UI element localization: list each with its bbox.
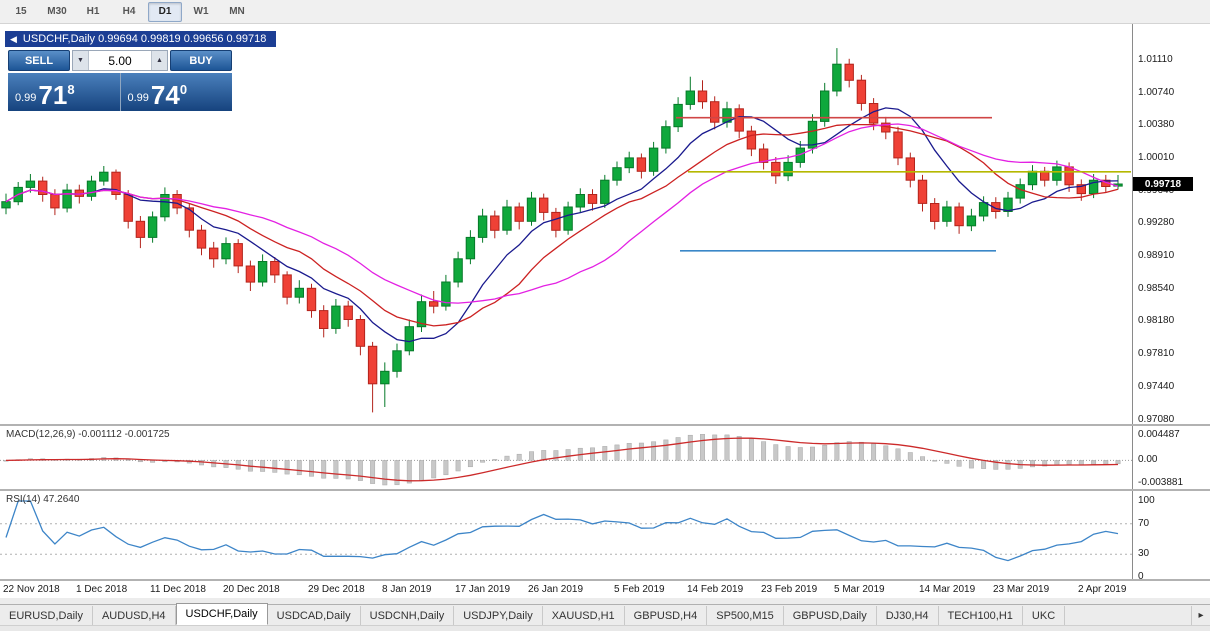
- rsi-indicator-pane[interactable]: [0, 491, 1132, 579]
- sell-price-prefix: 0.99: [15, 92, 37, 104]
- date-axis-label: 23 Mar 2019: [993, 584, 1050, 595]
- rsi-label: RSI(14) 47.2640: [6, 494, 80, 505]
- price-axis: 0.99718 1.01110 1.00740 1.00380 1.00010 0.99…: [1132, 24, 1210, 598]
- chart-tab-audusd-h4[interactable]: AUDUSD,H4: [93, 606, 176, 625]
- current-price-tag: 0.99718: [1133, 177, 1193, 191]
- sell-price-point: 8: [67, 82, 75, 97]
- collapse-panel-icon[interactable]: ◀: [10, 34, 17, 44]
- chart-tab-usdchf-daily[interactable]: USDCHF,Daily: [175, 603, 268, 625]
- date-axis-label: 26 Jan 2019: [528, 584, 584, 595]
- axis-divider: [0, 579, 1210, 581]
- chart-tab-usdcad-daily[interactable]: USDCAD,Daily: [268, 606, 361, 625]
- price-axis-label: 1.01110: [1138, 54, 1173, 65]
- one-click-trading-panel: SELL ▼ 5.00 ▲ BUY 0.99 71 8 0.99 74 0: [8, 50, 232, 111]
- price-axis-label: 0.98180: [1138, 315, 1175, 326]
- price-axis-label: 0.97440: [1138, 381, 1175, 392]
- sell-price-display[interactable]: 0.99 71 8: [8, 73, 120, 111]
- date-axis-label: 17 Jan 2019: [455, 584, 511, 595]
- candlestick-chart[interactable]: [0, 24, 1132, 424]
- date-axis-label: 1 Dec 2018: [76, 584, 128, 595]
- pane-divider[interactable]: [0, 424, 1210, 426]
- chart-tab-gbpusd-daily[interactable]: GBPUSD,Daily: [784, 606, 877, 625]
- timeframe-button-W1[interactable]: W1: [193, 6, 209, 17]
- buy-price-display[interactable]: 0.99 74 0: [120, 73, 232, 111]
- date-axis-label: 22 Nov 2018: [3, 584, 60, 595]
- rsi-axis-label: 30: [1138, 548, 1150, 559]
- rsi-axis-label: 0: [1138, 571, 1144, 582]
- volume-increase-button[interactable]: ▲: [151, 51, 167, 70]
- price-axis-label: 1.00380: [1138, 119, 1175, 130]
- date-axis-label: 20 Dec 2018: [223, 584, 280, 595]
- date-axis-label: 23 Feb 2019: [761, 584, 818, 595]
- date-axis-label: 2 Apr 2019: [1078, 584, 1127, 595]
- volume-stepper[interactable]: ▼ 5.00 ▲: [72, 50, 168, 71]
- date-axis-label: 29 Dec 2018: [308, 584, 365, 595]
- buy-price-pips: 74: [150, 80, 180, 110]
- date-axis-label: 14 Mar 2019: [919, 584, 976, 595]
- chart-tab-usdjpy-daily[interactable]: USDJPY,Daily: [454, 606, 543, 625]
- chart-tab-eurusd-daily[interactable]: EURUSD,Daily: [0, 606, 93, 625]
- tabs-scroll-right-button[interactable]: ▸: [1191, 606, 1210, 625]
- date-axis-label: 5 Feb 2019: [614, 584, 665, 595]
- chart-tab-sp500-m15[interactable]: SP500,M15: [707, 606, 784, 625]
- buy-price-prefix: 0.99: [127, 92, 149, 104]
- chart-tab-gbpusd-h4[interactable]: GBPUSD,H4: [625, 606, 708, 625]
- timeframe-button-MN[interactable]: MN: [229, 6, 245, 17]
- timeframe-button-H4[interactable]: H4: [122, 6, 136, 17]
- date-axis-label: 14 Feb 2019: [687, 584, 744, 595]
- chart-tab-xauusd-h1[interactable]: XAUUSD,H1: [543, 606, 625, 625]
- timeframe-button-15[interactable]: 15: [15, 6, 27, 17]
- volume-value[interactable]: 5.00: [108, 53, 132, 68]
- chart-tabs-bar: EURUSD,Daily AUDUSD,H4 USDCHF,Daily USDCAD,…: [0, 603, 1210, 625]
- sell-price-pips: 71: [38, 80, 68, 110]
- price-axis-label: 1.00010: [1138, 152, 1175, 163]
- macd-axis-label: 0.004487: [1138, 429, 1180, 440]
- price-axis-label: 0.97810: [1138, 348, 1175, 359]
- buy-price-point: 0: [179, 82, 188, 97]
- price-axis-label: 0.98540: [1138, 283, 1175, 294]
- timeframe-toolbar: 15 M30 H1 H4 D1 W1 MN: [0, 0, 1210, 24]
- chart-tab-usdcnh-daily[interactable]: USDCNH,Daily: [361, 606, 455, 625]
- chart-tab-dj30-h4[interactable]: DJ30,H4: [877, 606, 939, 625]
- date-axis: 22 Nov 2018 1 Dec 2018 11 Dec 2018 20 Dec 2…: [0, 581, 1210, 598]
- rsi-axis-label: 70: [1138, 518, 1150, 529]
- price-axis-label: 1.00740: [1138, 87, 1175, 98]
- timeframe-button-H1[interactable]: H1: [86, 6, 100, 17]
- status-bar: [0, 625, 1210, 631]
- rsi-axis-label: 100: [1138, 495, 1155, 506]
- chart-tab-tech100-h1[interactable]: TECH100,H1: [939, 606, 1023, 625]
- date-axis-label: 8 Jan 2019: [382, 584, 432, 595]
- date-axis-label: 11 Dec 2018: [150, 584, 206, 595]
- timeframe-button-D1[interactable]: D1: [148, 1, 182, 22]
- macd-label: MACD(12,26,9) -0.001112 -0.001725: [6, 429, 170, 440]
- macd-axis-label: -0.003881: [1138, 477, 1184, 488]
- buy-button[interactable]: BUY: [170, 50, 232, 71]
- price-axis-label: 0.98910: [1138, 250, 1175, 261]
- symbol-ohlc-text: USDCHF,Daily 0.99694 0.99819 0.99656 0.9…: [22, 33, 267, 45]
- chart-scroll-area[interactable]: [0, 598, 1210, 604]
- sell-button[interactable]: SELL: [8, 50, 70, 71]
- pane-divider[interactable]: [0, 489, 1210, 491]
- macd-indicator-pane[interactable]: [0, 426, 1132, 489]
- price-axis-label: 0.97080: [1138, 414, 1175, 425]
- macd-axis-label: 0.00: [1138, 454, 1158, 465]
- timeframe-button-M30[interactable]: M30: [47, 6, 67, 17]
- chart-tab-ukc[interactable]: UKC: [1023, 606, 1066, 625]
- chart-symbol-header: ◀ USDCHF,Daily 0.99694 0.99819 0.99656 0…: [5, 31, 277, 47]
- date-axis-label: 5 Mar 2019: [834, 584, 885, 595]
- price-axis-label: 0.99280: [1138, 217, 1175, 228]
- volume-decrease-button[interactable]: ▼: [73, 51, 89, 70]
